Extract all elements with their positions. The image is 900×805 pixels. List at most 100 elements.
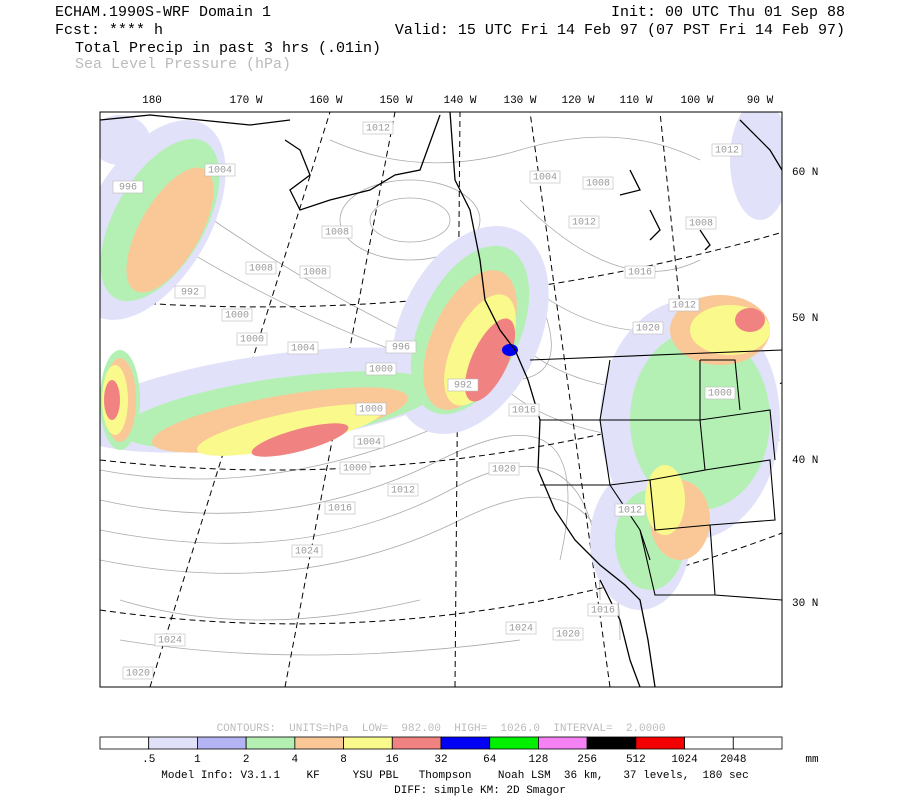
contour-label-box <box>221 308 253 322</box>
precip-area <box>645 465 685 535</box>
contour-label: 1008 <box>325 228 349 239</box>
contour-label-box <box>529 170 561 184</box>
contour-label-box <box>204 163 236 177</box>
color-bar-label: 8 <box>340 754 347 766</box>
contour-label: 1020 <box>126 669 150 680</box>
contour-label-box <box>568 215 600 229</box>
contour-label-box <box>365 362 397 376</box>
contour-label-box <box>355 402 387 416</box>
contour-label-box <box>174 285 206 299</box>
precip-area <box>502 344 518 356</box>
contour-label-box <box>587 603 619 617</box>
latitude-label: 60 N <box>792 167 818 179</box>
contour-label: 1000 <box>708 389 732 400</box>
color-bar-unit: mm <box>805 754 819 766</box>
contour-label-box <box>287 341 319 355</box>
contour-label: 996 <box>119 183 137 194</box>
precip-area <box>126 167 214 293</box>
diff-info: DIFF: simple KM: 2D Smagor <box>394 785 566 797</box>
color-bar: .5 1 2 4 8 16 32 64 128 256 512 1024 2048 mm <box>99 736 819 766</box>
color-bar-label: 16 <box>386 754 399 766</box>
color-swatch <box>635 736 685 750</box>
contour-label: 1024 <box>509 624 533 635</box>
contour-label: 1012 <box>572 218 596 229</box>
contour-label-box <box>505 621 537 635</box>
contour-label: 1004 <box>533 173 557 184</box>
precip-area <box>197 404 383 456</box>
color-bar-label: .5 <box>142 754 155 766</box>
latitude-label: 50 N <box>792 313 818 325</box>
contour-label-box <box>362 121 394 135</box>
contour-label-box <box>324 501 356 515</box>
contour-label-box <box>711 143 743 157</box>
contour-label: 1008 <box>303 268 327 279</box>
precip-area <box>251 423 349 457</box>
contour-label-box <box>488 462 520 476</box>
color-swatch <box>440 736 491 750</box>
init-time: Init: 00 UTC Thu 01 Sep 88 <box>611 4 845 21</box>
longitude-label: 120 W <box>561 95 594 107</box>
field-label: Sea Level Pressure (hPa) <box>75 56 291 73</box>
color-bar-label: 1024 <box>671 754 698 766</box>
contour-label-box <box>321 225 353 239</box>
contour-labels: 1012 1004 1004 1012 1008 1012 996 1008 1008 1008 1… <box>112 121 743 680</box>
contour-label: 992 <box>181 288 199 299</box>
contour-label: 1008 <box>586 179 610 190</box>
contour-label-box <box>447 378 479 392</box>
contour-label: 1000 <box>369 365 393 376</box>
color-swatch <box>684 736 734 750</box>
contour-label-box <box>122 666 154 680</box>
contour-label: 1004 <box>208 166 232 177</box>
precip-area <box>730 112 782 220</box>
color-swatch <box>343 736 393 750</box>
contour-label: 996 <box>392 343 410 354</box>
color-bar-label: 32 <box>434 754 447 766</box>
precip-area <box>100 115 150 165</box>
color-swatch <box>148 736 198 750</box>
contour-label: 1000 <box>225 311 249 322</box>
contour-label: 1000 <box>240 335 264 346</box>
contour-label: 1024 <box>295 547 319 558</box>
contour-label: 992 <box>454 381 472 392</box>
color-swatch <box>245 736 296 750</box>
latitude-label: 40 N <box>792 455 818 467</box>
contour-info: CONTOURS: UNITS=hPa LOW= 982.00 HIGH= 10… <box>217 723 666 735</box>
longitude-label: 140 W <box>443 95 476 107</box>
contour-label: 1004 <box>357 438 381 449</box>
longitude-label: 90 W <box>747 95 774 107</box>
color-swatch <box>197 736 247 750</box>
contour-label: 1008 <box>689 219 713 230</box>
title: ECHAM.1990S-WRF Domain 1 <box>55 4 271 21</box>
field-label: Total Precip in past 3 hrs (.01in) <box>75 40 381 57</box>
precip-area <box>735 308 765 332</box>
contour-label-box <box>508 403 540 417</box>
contour-label-box <box>704 386 736 400</box>
map: 1012 1004 1004 1012 1008 1012 996 1008 1008 1008 1… <box>100 112 782 687</box>
color-swatch <box>99 736 150 750</box>
color-bar-label: 2 <box>243 754 250 766</box>
contour-label-box <box>291 544 323 558</box>
borders <box>529 349 782 601</box>
color-bar-label: 1 <box>194 754 201 766</box>
color-bar-label: 64 <box>483 754 497 766</box>
precip-area <box>104 380 120 420</box>
contour-label: 1000 <box>359 405 383 416</box>
contour-label-box <box>624 265 656 279</box>
contour-label-box <box>685 216 717 230</box>
contour-label-box <box>668 298 700 312</box>
color-swatch <box>586 736 637 750</box>
contour-label: 1024 <box>158 636 182 647</box>
contour-label: 1016 <box>512 406 536 417</box>
color-bar-label: 128 <box>529 754 549 766</box>
color-bar-label: 4 <box>292 754 299 766</box>
color-swatch <box>391 736 442 750</box>
longitude-labels: 180 170 W 160 W 150 W 140 W 130 W 120 W 110 W 10… <box>142 95 774 107</box>
color-bar-label: 256 <box>577 754 597 766</box>
longitude-label: 180 <box>142 95 162 107</box>
model-info: Model Info: V3.1.1 KF YSU PBL Thompson N… <box>161 770 749 782</box>
contour-label: 1020 <box>636 324 660 335</box>
contour-label-box <box>154 633 186 647</box>
longitude-label: 170 W <box>229 95 262 107</box>
contour-label: 1004 <box>291 344 315 355</box>
